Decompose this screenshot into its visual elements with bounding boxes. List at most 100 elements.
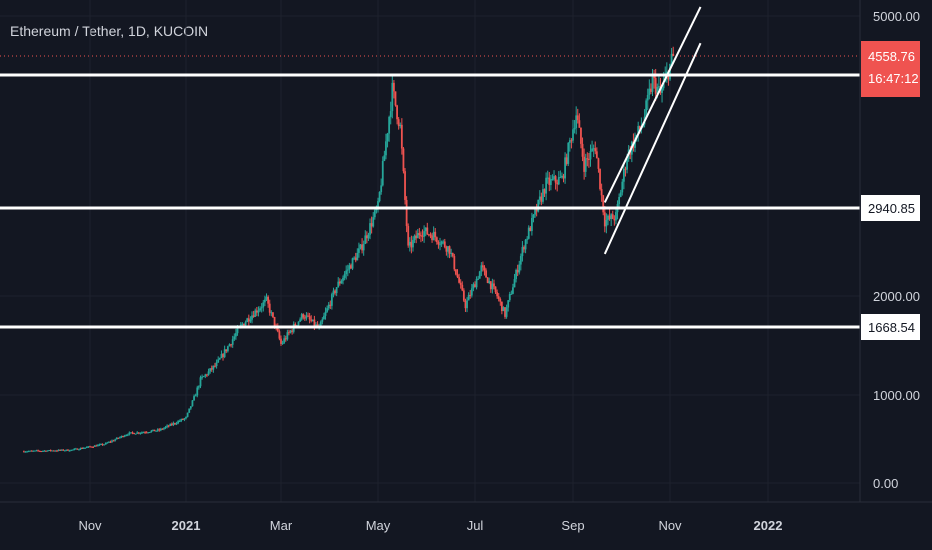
bullish-candle — [26, 451, 28, 452]
bullish-candle — [526, 239, 528, 240]
bullish-candle — [425, 228, 427, 232]
bullish-candle — [262, 302, 264, 307]
bearish-candle — [449, 246, 451, 253]
bullish-candle — [326, 308, 328, 312]
bullish-candle — [141, 432, 143, 433]
bullish-candle — [476, 279, 478, 287]
bearish-candle — [253, 315, 255, 316]
bullish-candle — [208, 371, 210, 375]
bullish-candle — [261, 307, 263, 308]
bearish-candle — [625, 169, 627, 170]
bullish-candle — [658, 86, 660, 87]
bullish-candle — [160, 429, 162, 431]
bullish-candle — [34, 451, 36, 452]
bullish-candle — [605, 220, 607, 226]
bearish-candle — [56, 451, 58, 452]
bearish-candle — [609, 216, 611, 219]
level-label: 1668.54 — [868, 320, 915, 335]
bullish-candle — [358, 248, 360, 253]
bullish-candle — [266, 297, 268, 300]
bearish-candle — [361, 244, 363, 250]
bullish-candle — [184, 418, 186, 419]
bullish-candle — [387, 134, 389, 142]
bullish-candle — [360, 244, 362, 248]
y-tick-label: 5000.00 — [873, 9, 920, 24]
bearish-candle — [309, 316, 311, 319]
bullish-candle — [356, 253, 358, 260]
bullish-candle — [345, 271, 347, 275]
bullish-candle — [383, 155, 385, 161]
bullish-candle — [224, 349, 226, 357]
bullish-candle — [525, 240, 527, 250]
bullish-candle — [503, 307, 505, 311]
bearish-candle — [578, 120, 580, 128]
bearish-candle — [504, 307, 506, 317]
bullish-candle — [539, 197, 541, 200]
bearish-candle — [91, 447, 93, 448]
bullish-candle — [270, 312, 272, 313]
bearish-candle — [434, 232, 436, 237]
bullish-candle — [342, 278, 344, 281]
bearish-candle — [444, 241, 446, 247]
bullish-candle — [111, 441, 113, 442]
bearish-candle — [393, 83, 395, 91]
bullish-candle — [80, 448, 82, 449]
bullish-candle — [591, 148, 593, 151]
bearish-candle — [117, 438, 119, 439]
bullish-candle — [331, 294, 333, 306]
bullish-candle — [559, 177, 561, 178]
bearish-candle — [280, 339, 282, 344]
bearish-candle — [158, 429, 160, 430]
bearish-candle — [62, 450, 64, 451]
bullish-candle — [626, 159, 628, 170]
bearish-candle — [230, 344, 232, 345]
bearish-candle — [92, 447, 94, 448]
bearish-candle — [278, 331, 280, 338]
bullish-candle — [246, 318, 248, 322]
bullish-candle — [615, 212, 617, 220]
bearish-candle — [465, 301, 467, 308]
bullish-candle — [150, 431, 152, 432]
bearish-candle — [487, 278, 489, 283]
bullish-candle — [70, 450, 72, 451]
bearish-candle — [110, 442, 112, 443]
bullish-candle — [301, 314, 303, 319]
x-tick-label: Nov — [78, 518, 102, 533]
bearish-candle — [211, 368, 213, 369]
bearish-candle — [431, 235, 433, 240]
bearish-candle — [452, 253, 454, 256]
bearish-candle — [395, 91, 397, 105]
bullish-candle — [250, 320, 252, 322]
bullish-candle — [572, 129, 574, 140]
bearish-candle — [540, 197, 542, 202]
bearish-candle — [612, 214, 614, 219]
bearish-candle — [222, 354, 224, 357]
bullish-candle — [193, 396, 195, 400]
bullish-candle — [423, 231, 425, 236]
bearish-candle — [613, 219, 615, 220]
bullish-candle — [363, 244, 365, 250]
bearish-candle — [77, 449, 79, 450]
bearish-candle — [430, 234, 432, 235]
x-tick-label: Jul — [467, 518, 484, 533]
bearish-candle — [366, 235, 368, 238]
bearish-candle — [458, 277, 460, 283]
bullish-candle — [447, 246, 449, 251]
bullish-candle — [180, 419, 182, 421]
bullish-candle — [229, 344, 231, 346]
bullish-candle — [479, 271, 481, 278]
bullish-candle — [561, 176, 563, 177]
bullish-candle — [547, 178, 549, 179]
bearish-candle — [474, 284, 476, 287]
bearish-candle — [267, 297, 269, 304]
bullish-candle — [328, 305, 330, 308]
bearish-candle — [407, 226, 409, 246]
bullish-candle — [352, 258, 354, 268]
bullish-candle — [227, 346, 229, 351]
bullish-candle — [564, 157, 566, 178]
bearish-candle — [256, 310, 258, 312]
bullish-candle — [241, 324, 243, 325]
bullish-candle — [97, 445, 99, 446]
bearish-candle — [586, 158, 588, 159]
